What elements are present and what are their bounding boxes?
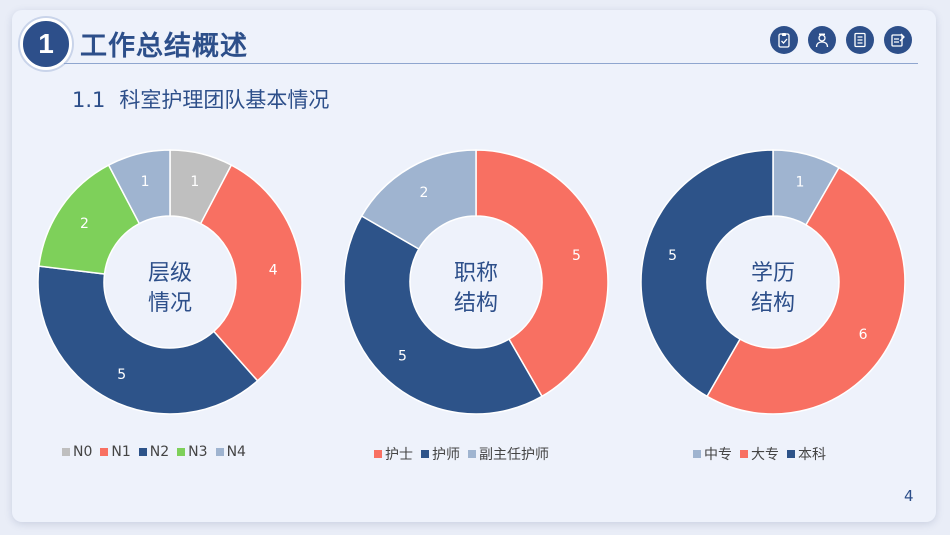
- legend-title: 护士 护师 副主任护师: [374, 444, 549, 464]
- report-icon: [846, 26, 874, 54]
- sub-title-text: 科室护理团队基本情况: [119, 88, 330, 112]
- donut-slice-副主任护师: [360, 149, 477, 251]
- legend-swatch: [468, 450, 476, 458]
- data-label-N3: 2: [80, 216, 89, 232]
- section-number-badge: 1: [20, 18, 72, 70]
- header-icons: [770, 26, 912, 54]
- donut-slice-N1: [199, 164, 303, 382]
- legend-swatch: [693, 450, 701, 458]
- legend-swatch: [138, 448, 147, 456]
- legend-item-N2: N2: [138, 444, 170, 460]
- legend-swatch: [740, 450, 748, 458]
- center-label: 结构: [751, 291, 795, 316]
- center-label: 职称: [454, 261, 498, 286]
- donut-slice-大专: [705, 166, 906, 415]
- data-label-大专: 6: [859, 327, 868, 343]
- legend-item-N0: N0: [62, 444, 92, 460]
- slide-panel: [12, 10, 936, 522]
- data-label-N1: 4: [269, 262, 278, 278]
- checklist-icon: [884, 26, 912, 54]
- data-label-N4: 1: [141, 174, 150, 190]
- nurse-icon: [808, 26, 836, 54]
- legend-label: 中专: [704, 447, 732, 463]
- donut-slice-护师: [343, 214, 544, 415]
- legend-label: 副主任护师: [479, 447, 549, 463]
- data-label-N2: 5: [117, 367, 126, 383]
- legend-swatch: [215, 448, 224, 456]
- center-label: 学历: [751, 261, 795, 286]
- legend-swatch: [787, 450, 795, 458]
- legend-label: N1: [111, 444, 131, 460]
- data-label-护师: 5: [398, 349, 407, 365]
- data-label-副主任护师: 2: [420, 185, 429, 201]
- page-number: 4: [904, 487, 914, 505]
- legend-swatch: [421, 450, 429, 458]
- legend-label: N3: [188, 444, 208, 460]
- data-label-本科: 5: [668, 248, 677, 264]
- legend-item-N4: N4: [215, 444, 246, 460]
- legend-level: N0 N1 N2 N3 N4: [62, 444, 246, 460]
- legend-education: 中专 大专 本科: [693, 444, 826, 464]
- donut-slice-本科: [640, 149, 774, 398]
- legend-item-N1: N1: [100, 444, 131, 460]
- legend-swatch: [374, 450, 382, 458]
- donut-slice-护士: [475, 149, 609, 398]
- donut-slice-N2: [37, 265, 259, 415]
- clipboard-icon: [770, 26, 798, 54]
- legend-item-大专: 大专: [740, 444, 779, 464]
- legend-item-中专: 中专: [693, 444, 732, 464]
- legend-label: N0: [73, 444, 93, 460]
- center-label: 层级: [148, 261, 192, 286]
- legend-item-副主任护师: 副主任护师: [468, 444, 549, 464]
- donut-slice-N4: [107, 149, 171, 225]
- center-label: 结构: [454, 291, 498, 316]
- section-title: 工作总结概述: [80, 31, 248, 62]
- legend-swatch: [62, 448, 70, 456]
- legend-label: N2: [149, 444, 170, 460]
- legend-label: N4: [226, 444, 246, 460]
- legend-item-护师: 护师: [421, 444, 460, 464]
- legend-item-本科: 本科: [787, 444, 826, 464]
- legend-swatch: [100, 448, 109, 456]
- legend-item-护士: 护士: [374, 444, 413, 464]
- data-label-N0: 1: [190, 174, 199, 190]
- legend-label: 本科: [798, 447, 826, 463]
- sub-title: 1.1 科室护理团队基本情况: [72, 84, 329, 114]
- legend-label: 护师: [432, 447, 460, 463]
- legend-label: 护士: [385, 447, 413, 463]
- sub-title-number: 1.1: [72, 88, 106, 112]
- legend-item-N3: N3: [177, 444, 208, 460]
- title-divider: [64, 63, 918, 64]
- legend-label: 大专: [751, 447, 779, 463]
- legend-swatch: [177, 448, 186, 456]
- center-label: 情况: [148, 291, 192, 316]
- data-label-护士: 5: [572, 248, 581, 264]
- data-label-中专: 1: [795, 175, 804, 191]
